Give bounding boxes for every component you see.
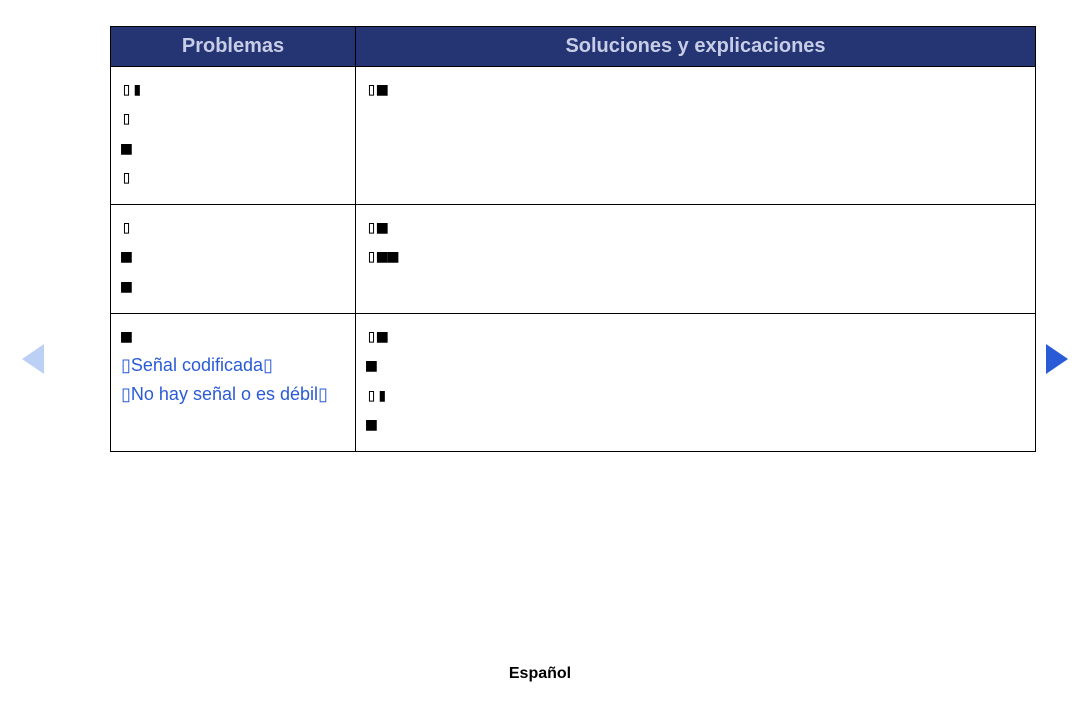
troubleshooting-table: Problemas Soluciones y explicaciones ▯▮ … xyxy=(110,26,1035,452)
glyph: ▯ xyxy=(121,107,132,131)
glyph: ■ xyxy=(121,137,132,161)
problem-cell: ■ ▯Señal codificada▯ ▯No hay señal o es … xyxy=(111,314,356,452)
glyph: ■ xyxy=(121,245,132,269)
glyph: ▯■■ xyxy=(366,245,399,269)
table-row: ▯ ■ ■ ▯■ ▯■■ xyxy=(111,205,1036,314)
glyph: ▯▮ xyxy=(121,78,143,102)
problem-cell: ▯ ■ ■ xyxy=(111,205,356,314)
problem-cell: ▯▮ ▯ ■ ▯ xyxy=(111,67,356,205)
next-page-arrow[interactable] xyxy=(1046,344,1068,374)
col-header-problems: Problemas xyxy=(111,27,356,67)
col-header-solutions: Soluciones y explicaciones xyxy=(356,27,1036,67)
glyph: ■ xyxy=(121,275,132,299)
link-signal-encoded: ▯Señal codificada▯ xyxy=(121,353,345,377)
glyph: ▯ xyxy=(121,216,132,240)
footer-language: Español xyxy=(0,665,1080,683)
page: Problemas Soluciones y explicaciones ▯▮ … xyxy=(0,0,1080,705)
table-row: ▯▮ ▯ ■ ▯ ▯■ xyxy=(111,67,1036,205)
glyph: ▯■ xyxy=(366,78,388,102)
glyph: ▯▮ xyxy=(366,384,388,408)
glyph: ▯■ xyxy=(366,216,388,240)
glyph: ■ xyxy=(121,325,132,349)
glyph: ▯■ xyxy=(366,325,388,349)
glyph: ■ xyxy=(366,354,377,378)
solution-cell: ▯■ ■ ▯▮ ■ xyxy=(356,314,1036,452)
solution-cell: ▯■ xyxy=(356,67,1036,205)
prev-page-arrow[interactable] xyxy=(22,344,44,374)
link-no-signal-weak: ▯No hay señal o es débil▯ xyxy=(121,382,345,406)
glyph: ▯ xyxy=(121,166,132,190)
table-row: ■ ▯Señal codificada▯ ▯No hay señal o es … xyxy=(111,314,1036,452)
solution-cell: ▯■ ▯■■ xyxy=(356,205,1036,314)
glyph: ■ xyxy=(366,413,377,437)
